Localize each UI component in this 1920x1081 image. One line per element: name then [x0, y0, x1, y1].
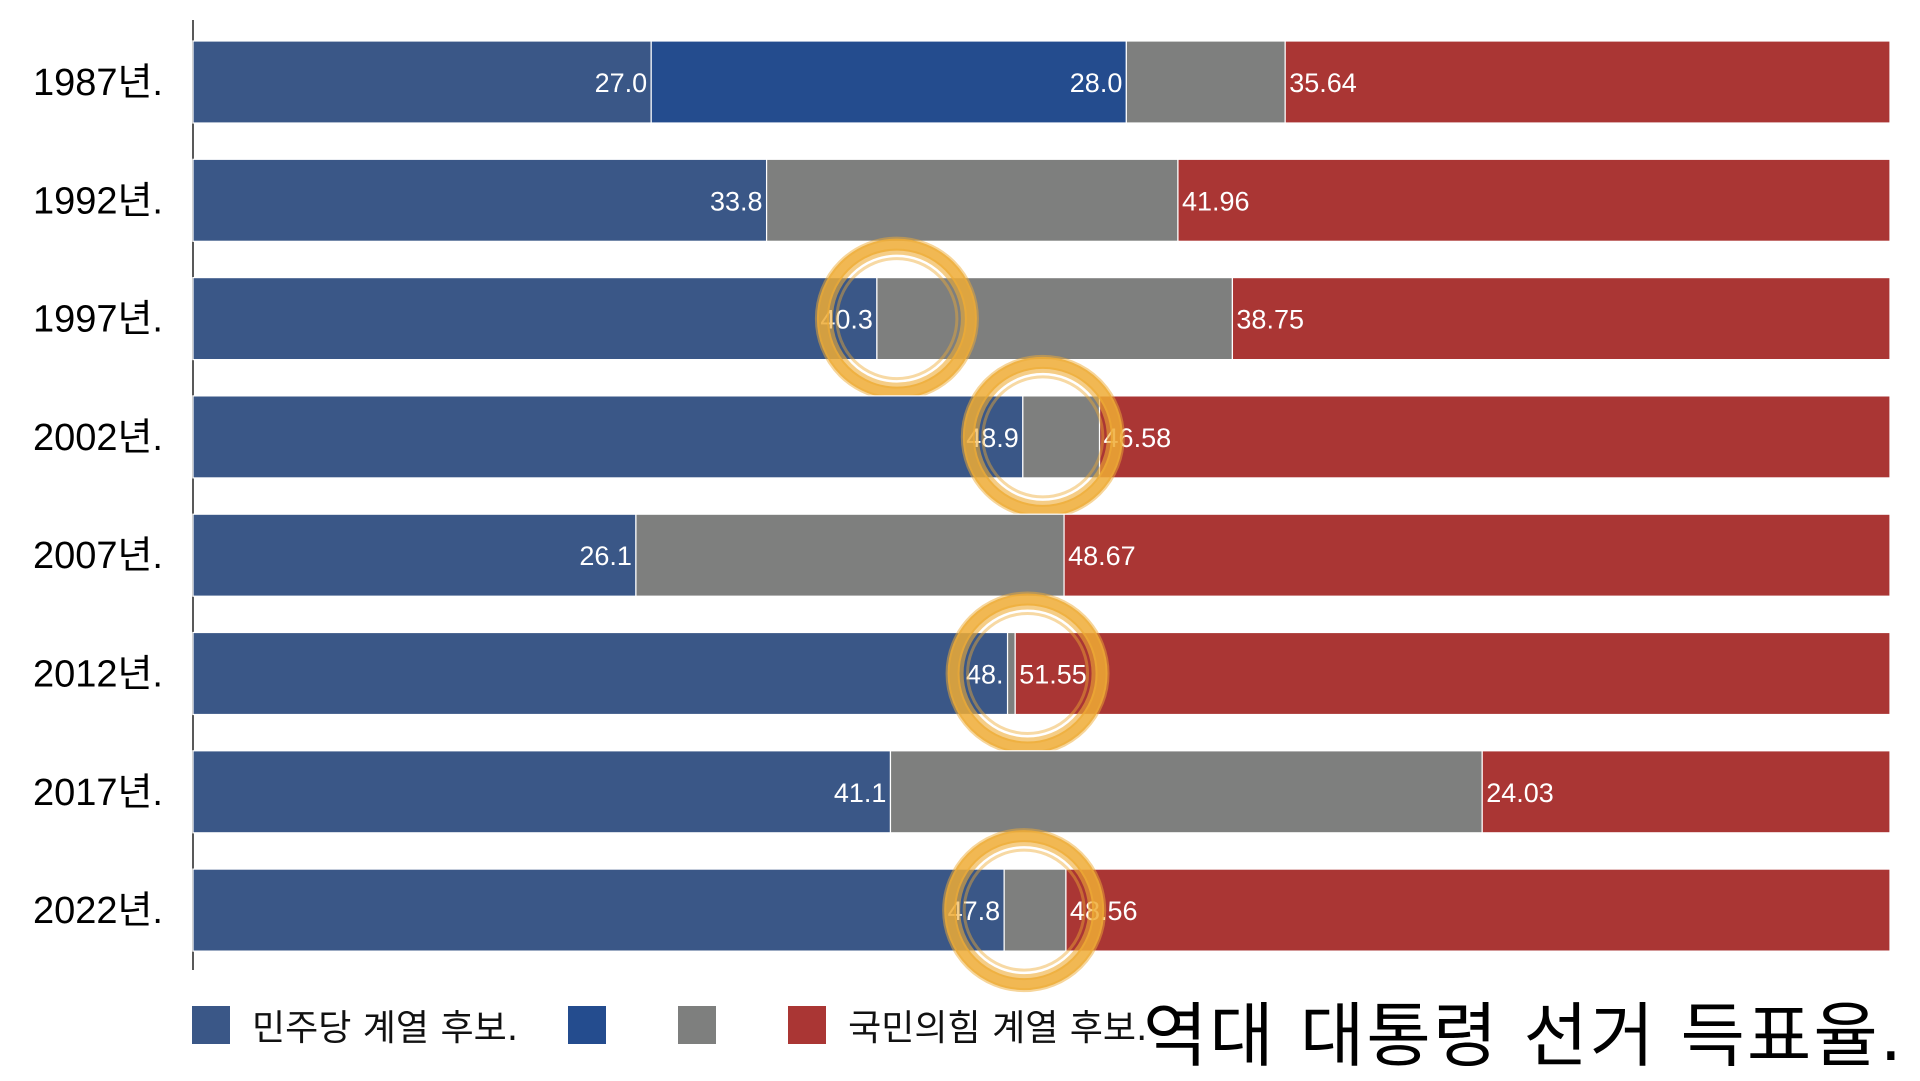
bar-segment — [1003, 868, 1067, 952]
legend-label-ppp: 국민의힘 계열 후보. — [848, 1008, 1148, 1049]
bar-segment — [1014, 631, 1891, 716]
bar-segment — [1022, 395, 1101, 479]
bar-segment — [192, 750, 892, 834]
y-tick-label: 1997년. — [33, 299, 163, 341]
highlight-circle — [814, 236, 979, 401]
y-tick-label: 2022년. — [33, 890, 163, 932]
bar-segment — [1284, 40, 1891, 124]
legend-swatch-series-2 — [568, 1006, 607, 1044]
bar-segment — [1125, 40, 1286, 124]
data-label: 33.8 — [710, 186, 763, 216]
legend-item-ppp: 국민의힘 계열 후보. — [788, 999, 1147, 1051]
y-tick-label: 1992년. — [33, 180, 163, 222]
legend-label-democratic: 민주당 계열 후보. — [252, 1008, 519, 1049]
highlight-circle — [942, 828, 1107, 993]
y-tick-label: 2002년. — [33, 417, 163, 459]
legend-swatch-series-3 — [678, 1006, 717, 1044]
data-label: 48. — [966, 660, 1004, 690]
data-label: 41.96 — [1182, 186, 1250, 216]
bar-segment — [1063, 513, 1891, 597]
bar-segment — [192, 513, 637, 597]
data-label: 35.64 — [1289, 68, 1357, 98]
bar-segment — [889, 750, 1483, 834]
y-tick-label: 2007년. — [33, 535, 163, 577]
legend-item-series-2 — [568, 1006, 628, 1044]
data-label: 51.55 — [1019, 660, 1087, 690]
data-label: 41.1 — [834, 778, 887, 808]
bar-segment — [192, 277, 878, 361]
legend-item-series-3 — [678, 1006, 738, 1044]
bar-segment — [1481, 750, 1891, 834]
bar-segment — [1006, 631, 1016, 716]
bar-segment — [765, 158, 1179, 242]
bar-segment — [192, 395, 1024, 479]
chart-title: 역대 대통령 선거 득표율. — [1142, 995, 1904, 1077]
bar-segment — [1231, 277, 1891, 361]
bar-segment — [192, 158, 768, 242]
data-label: 26.1 — [579, 541, 632, 571]
y-tick-label: 2012년. — [33, 654, 163, 696]
legend-swatch-ppp — [788, 1006, 827, 1044]
bar-segment — [635, 513, 1065, 597]
legend-item-democratic: 민주당 계열 후보. — [192, 999, 518, 1051]
data-label: 27.0 — [595, 68, 648, 98]
data-label: 28.0 — [1070, 68, 1123, 98]
data-label: 24.03 — [1486, 778, 1554, 808]
bar-segment — [1065, 868, 1891, 952]
bar-segment — [876, 277, 1234, 361]
data-label: 38.75 — [1236, 305, 1304, 335]
y-tick-label: 2017년. — [33, 772, 163, 814]
bar-segment — [1098, 395, 1891, 479]
legend: 민주당 계열 후보. 국민의힘 계열 후보. — [192, 1000, 1197, 1050]
y-tick-label: 1987년. — [33, 62, 163, 104]
legend-swatch-democratic — [192, 1006, 230, 1044]
bar-segment — [192, 40, 652, 124]
bar-segment — [650, 40, 1127, 124]
bar-segment — [1177, 158, 1891, 242]
bar-segment — [192, 868, 1005, 952]
highlight-circle — [960, 354, 1125, 519]
bar-segment — [192, 631, 1009, 716]
data-label: 48.67 — [1068, 541, 1136, 571]
